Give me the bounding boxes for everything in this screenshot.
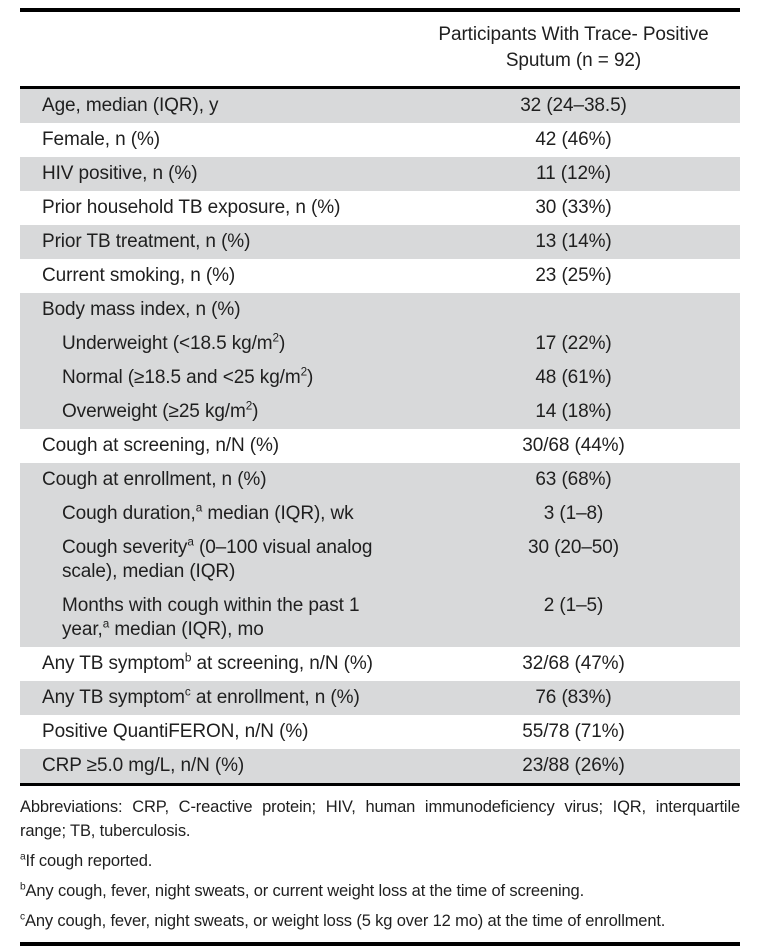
row-overweight: Overweight (≥25 kg/m2) 14 (18%) <box>20 395 740 429</box>
row-label: Age, median (IQR), y <box>42 95 219 116</box>
row-label: Overweight (≥25 kg/m2) <box>62 399 259 422</box>
row-label: Months with cough within the past 1 year… <box>62 595 360 640</box>
row-cough-at-screening: Cough at screening, n/N (%) 30/68 (44%) <box>20 429 740 463</box>
row-label: Cough severitya (0–100 visual analog sca… <box>62 535 373 582</box>
row-label: Positive QuantiFERON, n/N (%) <box>42 721 309 742</box>
row-underweight: Underweight (<18.5 kg/m2) 17 (22%) <box>20 327 740 361</box>
row-crp: CRP ≥5.0 mg/L, n/N (%) 23/88 (26%) <box>20 749 740 783</box>
row-value: 30 (20–50) <box>528 537 619 558</box>
row-label: Prior TB treatment, n (%) <box>42 231 251 252</box>
table-body: Age, median (IQR), y 32 (24–38.5) Female… <box>20 89 740 783</box>
row-any-tb-symptom-screening: Any TB symptomb at screening, n/N (%) 32… <box>20 647 740 681</box>
footnote-b: bAny cough, fever, night sweats, or curr… <box>20 881 585 900</box>
row-value: 32/68 (47%) <box>522 653 625 674</box>
row-current-smoking: Current smoking, n (%) 23 (25%) <box>20 259 740 293</box>
row-value: 13 (14%) <box>535 231 612 252</box>
row-label: Female, n (%) <box>42 129 161 150</box>
row-value: 30/68 (44%) <box>522 435 625 456</box>
row-value: 14 (18%) <box>535 401 612 422</box>
table-header-row: Participants With Trace- Positive Sputum… <box>20 12 740 86</box>
header-divider-rule <box>20 86 740 89</box>
row-value: 11 (12%) <box>536 163 611 184</box>
row-cough-at-enrollment: Cough at enrollment, n (%) 63 (68%) <box>20 463 740 497</box>
row-value: 76 (83%) <box>535 687 612 708</box>
row-cough-duration: Cough duration,a median (IQR), wk 3 (1–8… <box>20 497 740 531</box>
column-header-line2: Sputum (n = 92) <box>505 50 642 71</box>
row-value: 55/78 (71%) <box>522 721 625 742</box>
row-label: Body mass index, n (%) <box>42 299 241 320</box>
row-months-with-cough: Months with cough within the past 1 year… <box>20 589 740 647</box>
row-value: 42 (46%) <box>535 129 612 150</box>
row-cough-severity: Cough severitya (0–100 visual analog sca… <box>20 531 740 589</box>
table-footnotes: Abbreviations: CRP, C-reactive protein; … <box>20 786 740 933</box>
row-label: Cough at enrollment, n (%) <box>42 469 267 490</box>
row-label: Underweight (<18.5 kg/m2) <box>62 331 286 354</box>
row-value: 23 (25%) <box>535 265 612 286</box>
footnotes-divider-rule <box>20 783 740 786</box>
row-value: 2 (1–5) <box>543 595 604 616</box>
header-label-spacer <box>42 22 407 74</box>
row-any-tb-symptom-enrollment: Any TB symptomc at enrollment, n (%) 76 … <box>20 681 740 715</box>
table-bottom-rule <box>20 942 740 946</box>
footnote-c: cAny cough, fever, night sweats, or weig… <box>20 911 666 930</box>
row-label: Normal (≥18.5 and <25 kg/m2) <box>62 365 314 388</box>
row-label: HIV positive, n (%) <box>42 163 198 184</box>
row-label: Any TB symptomb at screening, n/N (%) <box>42 651 373 674</box>
row-body-mass-index: Body mass index, n (%) <box>20 293 740 327</box>
row-hiv-positive: HIV positive, n (%) 11 (12%) <box>20 157 740 191</box>
row-value: 48 (61%) <box>535 367 612 388</box>
row-value: 23/88 (26%) <box>522 755 625 776</box>
row-prior-household-tb-exposure: Prior household TB exposure, n (%) 30 (3… <box>20 191 740 225</box>
row-age: Age, median (IQR), y 32 (24–38.5) <box>20 89 740 123</box>
row-female: Female, n (%) 42 (46%) <box>20 123 740 157</box>
row-label: Cough at screening, n/N (%) <box>42 435 280 456</box>
footnote-a: aIf cough reported. <box>20 851 153 870</box>
row-positive-quantiferon: Positive QuantiFERON, n/N (%) 55/78 (71%… <box>20 715 740 749</box>
table-top-rule <box>20 8 740 12</box>
row-value: 63 (68%) <box>535 469 612 490</box>
column-header-line1: Participants With Trace- Positive <box>438 24 709 45</box>
row-prior-tb-treatment: Prior TB treatment, n (%) 13 (14%) <box>20 225 740 259</box>
footnote-abbreviations: Abbreviations: CRP, C-reactive protein; … <box>20 798 740 840</box>
row-label: Cough duration,a median (IQR), wk <box>62 501 354 524</box>
row-label: Any TB symptomc at enrollment, n (%) <box>42 685 360 708</box>
row-normal-bmi: Normal (≥18.5 and <25 kg/m2) 48 (61%) <box>20 361 740 395</box>
row-label: Current smoking, n (%) <box>42 265 236 286</box>
row-label: CRP ≥5.0 mg/L, n/N (%) <box>42 755 245 776</box>
row-value: 32 (24–38.5) <box>520 95 627 116</box>
row-value: 3 (1–8) <box>543 503 604 524</box>
row-label: Prior household TB exposure, n (%) <box>42 197 341 218</box>
row-value: 30 (33%) <box>535 197 612 218</box>
row-value: 17 (22%) <box>535 333 612 354</box>
column-header-participants: Participants With Trace- Positive Sputum… <box>407 22 740 74</box>
